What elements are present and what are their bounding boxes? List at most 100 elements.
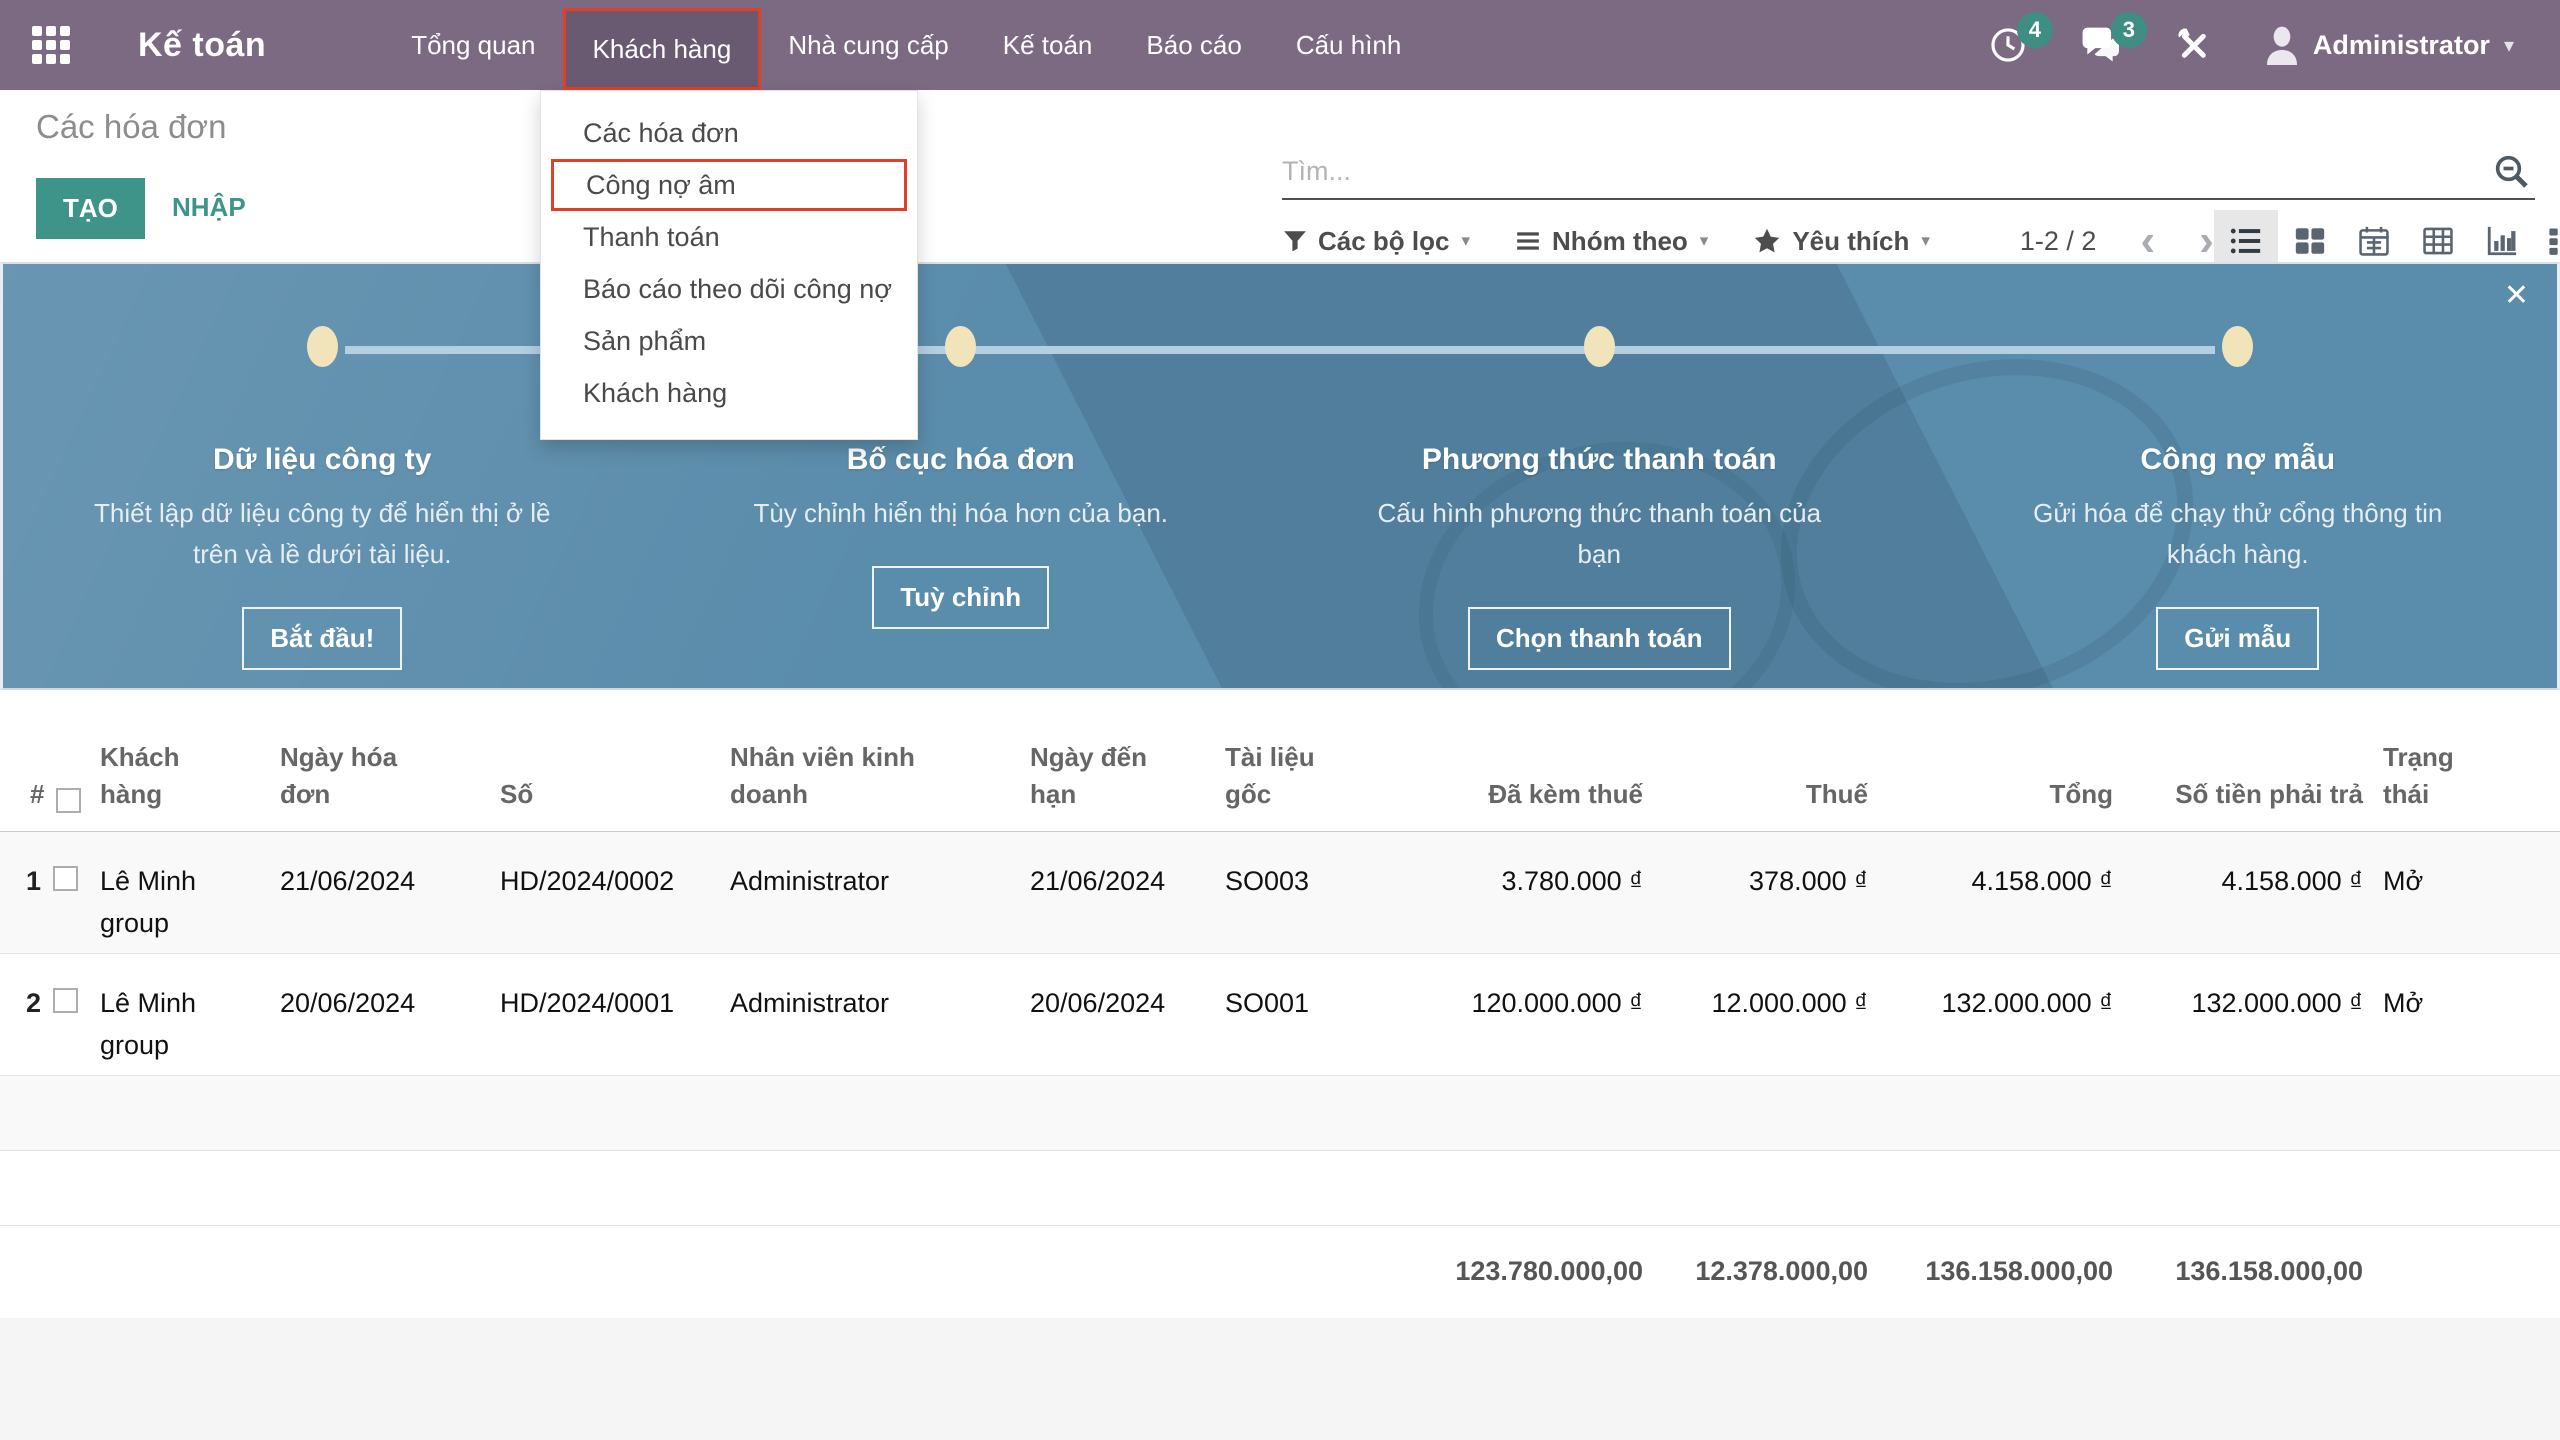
- cell-salesperson: Administrator: [730, 866, 890, 896]
- step-description: Gửi hóa để chạy thử cổng thông tin khách…: [2033, 498, 2443, 569]
- chat-bubble-icon: [2079, 26, 2121, 64]
- cell-untaxed: 120.000.000 ₫: [1471, 988, 1643, 1018]
- column-header-total[interactable]: Tổng: [2049, 779, 2113, 809]
- step-dot: [945, 326, 977, 367]
- pivot-view-button[interactable]: [2406, 210, 2470, 272]
- column-header-status[interactable]: Trạng thái: [2383, 742, 2454, 809]
- funnel-icon: [1284, 231, 1306, 252]
- group-by-button[interactable]: Nhóm theo ▾: [1514, 226, 1708, 257]
- column-header-index[interactable]: #: [30, 779, 45, 809]
- cell-source: SO001: [1225, 988, 1310, 1018]
- create-button[interactable]: TẠO: [36, 178, 145, 239]
- step-title: Phương thức thanh toán: [1421, 443, 1777, 476]
- cell-due-date: 21/06/2024: [1030, 866, 1166, 896]
- column-header-untaxed[interactable]: Đã kèm thuế: [1488, 779, 1643, 809]
- total-tax: 12.378.000,00: [1695, 1256, 1868, 1286]
- group-by-icon: [1517, 232, 1539, 250]
- cell-invoice-date: 21/06/2024: [280, 866, 416, 896]
- graph-view-button[interactable]: [2470, 210, 2534, 272]
- nav-item-vendors[interactable]: Nhà cung cấp: [788, 29, 949, 60]
- nav-item-reporting[interactable]: Báo cáo: [1146, 29, 1242, 60]
- nav-item-configuration[interactable]: Cấu hình: [1295, 29, 1402, 60]
- column-header-amount-due[interactable]: Số tiền phải trả: [2175, 779, 2363, 809]
- customize-button[interactable]: Tuỳ chỉnh: [872, 566, 1050, 629]
- menu-item-credit-notes[interactable]: Công nợ âm: [551, 159, 907, 211]
- step-dot: [2222, 326, 2254, 367]
- cell-amount-due: 132.000.000 ₫: [2191, 988, 2363, 1018]
- column-header-due-date[interactable]: Ngày đến hạn: [1030, 742, 1148, 809]
- activities-badge: 4: [2016, 12, 2053, 48]
- column-header-salesperson[interactable]: Nhân viên kinh doanh: [730, 742, 915, 809]
- favorites-button[interactable]: Yêu thích ▾: [1752, 226, 1930, 257]
- user-menu[interactable]: Administrator ▾: [2265, 25, 2514, 65]
- page-title: Các hóa đơn: [36, 108, 227, 145]
- start-button[interactable]: Bắt đầu!: [242, 607, 403, 670]
- table-row[interactable]: 2 Lê Minh group 20/06/2024 HD/2024/0001 …: [0, 954, 2560, 1076]
- banner-overlay: [3, 264, 2557, 688]
- import-button[interactable]: NHẬP: [172, 192, 246, 222]
- filters-button[interactable]: Các bộ lọc ▾: [1282, 226, 1470, 257]
- menu-item-products[interactable]: Sản phẩm: [583, 325, 707, 356]
- cell-tax: 12.000.000 ₫: [1711, 988, 1869, 1018]
- chevron-down-icon: ▾: [2503, 34, 2514, 57]
- view-switcher: [2213, 210, 2560, 272]
- kanban-view-button[interactable]: [2278, 210, 2342, 272]
- chevron-down-icon: ▾: [1921, 231, 1930, 250]
- nav-item-accounting[interactable]: Kế toán: [1002, 29, 1093, 60]
- column-header-customer[interactable]: Khách hàng: [100, 742, 180, 809]
- nav-item-overview[interactable]: Tổng quan: [411, 29, 536, 60]
- chevron-down-icon: ▾: [1461, 231, 1471, 250]
- step-description: Cấu hình phương thức thanh toán của bạn: [1377, 498, 1822, 569]
- calendar-view-button[interactable]: [2342, 210, 2406, 272]
- row-index: 2: [26, 988, 42, 1018]
- onboarding-step-company-data: Dữ liệu công ty Thiết lập dữ liệu công t…: [3, 264, 642, 688]
- search-input[interactable]: [1282, 155, 2491, 187]
- send-sample-button[interactable]: Gửi mẫu: [2156, 607, 2320, 670]
- debug-tools-button[interactable]: [2173, 25, 2213, 65]
- list-view-button[interactable]: [2213, 210, 2278, 272]
- step-dot: [1583, 326, 1615, 367]
- column-header-tax[interactable]: Thuế: [1805, 779, 1868, 809]
- nav-item-customers[interactable]: Khách hàng: [562, 8, 762, 90]
- cell-customer: Lê Minh group: [100, 866, 197, 938]
- control-panel: Các hóa đơn TẠO NHẬP Các bộ lọc ▾ Nhóm t…: [0, 90, 2560, 272]
- cell-tax: 378.000 ₫: [1749, 866, 1868, 896]
- column-header-invoice-date[interactable]: Ngày hóa đơn: [280, 742, 398, 809]
- graph-view-icon: [2487, 226, 2516, 256]
- step-title: Dữ liệu công ty: [213, 443, 432, 476]
- pager-next-icon[interactable]: ›: [2199, 216, 2214, 265]
- onboarding-step-sample-invoice: Công nợ mẫu Gửi hóa để chạy thử cổng thô…: [1919, 264, 2558, 688]
- menu-item-followup-reports[interactable]: Báo cáo theo dõi công nợ: [583, 273, 892, 304]
- table-header-row: # Khách hàng Ngày hóa đơn Số Nhân viên k…: [0, 690, 2560, 832]
- menu-item-payments[interactable]: Thanh toán: [583, 221, 720, 252]
- row-checkbox[interactable]: [53, 988, 79, 1013]
- onboarding-banner: ✕ Dữ liệu công ty Thiết lập dữ liệu công…: [0, 262, 2560, 690]
- activity-view-button[interactable]: [2534, 210, 2560, 272]
- row-index: 1: [26, 866, 42, 896]
- main-menu: Tổng quan Khách hàng Nhà cung cấp Kế toá…: [384, 0, 1428, 90]
- column-header-source[interactable]: Tài liệu gốc: [1225, 742, 1315, 809]
- total-total: 136.158.000,00: [1925, 1256, 2113, 1286]
- pager-previous-icon[interactable]: ‹: [2140, 216, 2156, 265]
- empty-row: [0, 1076, 2560, 1151]
- onboarding-step-invoice-layout: Bố cục hóa đơn Tùy chỉnh hiển thị hóa hơ…: [642, 264, 1281, 688]
- pivot-view-icon: [2423, 227, 2453, 255]
- table-row[interactable]: 1 Lê Minh group 21/06/2024 HD/2024/0002 …: [0, 832, 2560, 954]
- calendar-view-icon: [2359, 226, 2389, 256]
- banner-overlay: [3, 264, 2557, 688]
- search-icon[interactable]: [2491, 151, 2531, 191]
- banner-close-icon[interactable]: ✕: [2503, 279, 2529, 312]
- menu-item-invoices[interactable]: Các hóa đơn: [583, 117, 739, 148]
- messages-button[interactable]: 3: [2079, 12, 2147, 64]
- onboarding-step-payment-method: Phương thức thanh toán Cấu hình phương t…: [1280, 264, 1919, 688]
- footer-area: [0, 1318, 2560, 1440]
- top-navbar: Kế toán Tổng quan Khách hàng Nhà cung cấ…: [0, 0, 2560, 90]
- row-checkbox[interactable]: [53, 866, 79, 891]
- empty-row: [0, 1151, 2560, 1226]
- apps-grid-icon[interactable]: [32, 26, 72, 64]
- select-all-checkbox[interactable]: [56, 788, 82, 813]
- choose-payment-button[interactable]: Chọn thanh toán: [1467, 607, 1731, 670]
- column-header-number[interactable]: Số: [500, 779, 534, 809]
- activities-button[interactable]: 4: [1989, 12, 2053, 64]
- menu-item-customers[interactable]: Khách hàng: [583, 377, 728, 408]
